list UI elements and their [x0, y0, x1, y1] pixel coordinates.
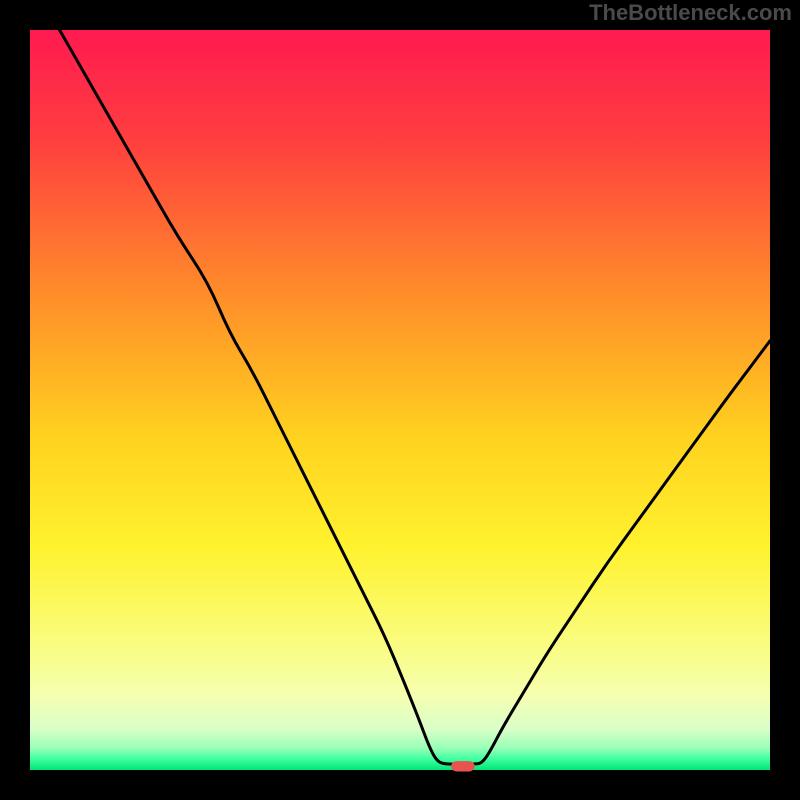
bottleneck-chart: TheBottleneck.com [0, 0, 800, 800]
attribution-label: TheBottleneck.com [589, 0, 792, 26]
optimal-marker [451, 761, 475, 771]
chart-svg [0, 0, 800, 800]
plot-area [30, 30, 770, 770]
